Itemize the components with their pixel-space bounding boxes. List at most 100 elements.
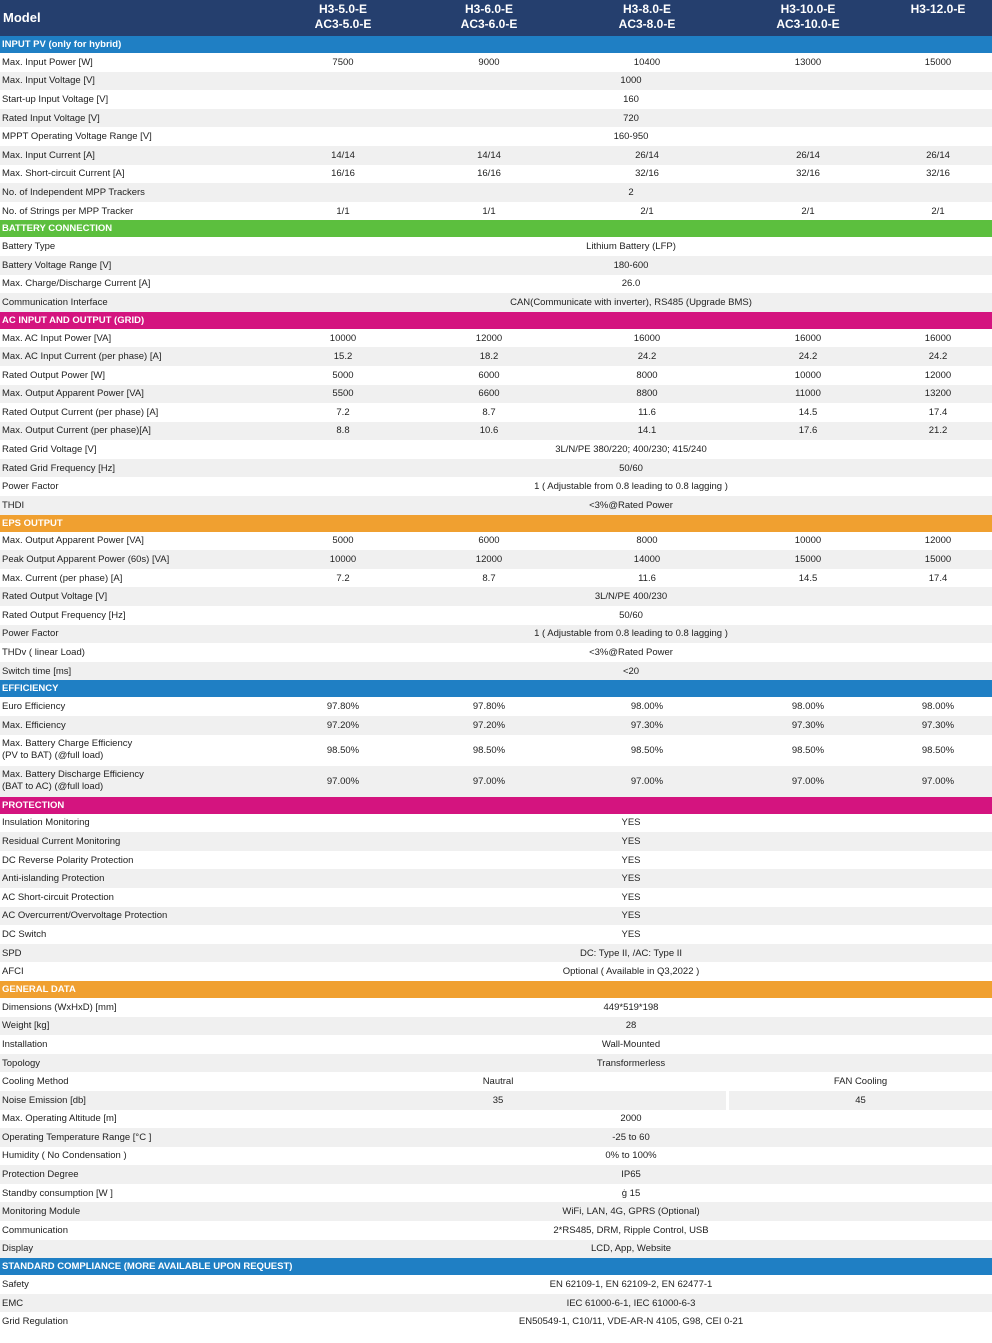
row-value: 16/16 — [477, 168, 501, 180]
row-value: 98.50% — [791, 744, 825, 756]
row-value: 24.2 — [637, 351, 657, 363]
row-value: 8.8 — [336, 425, 350, 437]
row-label: Max. Battery Charge Efficiency (PV to BAT… — [2, 738, 133, 762]
row-label: Max. AC Input Power [VA] — [2, 332, 112, 344]
section-header: INPUT PV (only for hybrid) — [0, 36, 992, 53]
row-label: DC Reverse Polarity Protection — [2, 854, 134, 866]
row-value: 7500 — [332, 56, 354, 68]
table-row: Standby consumption [W ] ġ 15 — [0, 1184, 992, 1203]
model-column-5: H3-12.0-E — [910, 2, 966, 16]
row-value: YES — [621, 835, 641, 847]
table-row: DC Reverse Polarity Protection YES — [0, 851, 992, 870]
row-value: 10400 — [633, 56, 661, 68]
row-label: Rated Output Voltage [V] — [2, 591, 108, 603]
row-value: 45 — [726, 1090, 992, 1110]
row-label: Weight [kg] — [2, 1020, 50, 1032]
row-value: Nautral — [482, 1076, 514, 1088]
table-row: Installation Wall-Mounted — [0, 1035, 992, 1054]
row-label: Noise Emission [db] — [2, 1094, 86, 1106]
row-value: 14.5 — [798, 572, 818, 584]
table-row: Start-up Input Voltage [V] 160 — [0, 90, 992, 109]
row-value: 50/60 — [619, 609, 643, 621]
row-value: 32/16 — [635, 168, 659, 180]
table-row: Noise Emission [db] 35 45 — [0, 1090, 992, 1110]
row-value: 10000 — [794, 369, 822, 381]
row-value: 26/14 — [635, 149, 659, 161]
row-value: 26/14 — [926, 149, 950, 161]
row-label: Safety — [2, 1279, 29, 1291]
table-row: Euro Efficiency 97.80% 97.80% 98.00% 98.00% 9… — [0, 697, 992, 716]
row-value: IP65 — [621, 1169, 641, 1181]
row-value: 1/1 — [336, 205, 350, 217]
row-value: Transformerless — [596, 1057, 666, 1069]
table-row: Max. Input Voltage [V] 1000 — [0, 71, 992, 91]
table-row: Rated Output Current (per phase) [A] 7.2 8… — [0, 403, 992, 422]
row-label: Power Factor — [2, 628, 59, 640]
table-row: Safety EN 62109-1, EN 62109-2, EN 62477-1 — [0, 1275, 992, 1294]
row-value: YES — [621, 817, 641, 829]
row-label: Start-up Input Voltage [V] — [2, 93, 109, 105]
row-label: AFCI — [2, 966, 24, 978]
row-value: 21.2 — [928, 425, 948, 437]
row-label: Max. Current (per phase) [A] — [2, 572, 123, 584]
table-row: No. of Independent MPP Trackers 2 — [0, 183, 992, 202]
row-value: 2/1 — [931, 205, 945, 217]
table-row: Max. AC Input Power [VA] 10000 12000 16000 1… — [0, 329, 992, 348]
row-value: Optional ( Available in Q3,2022 ) — [562, 966, 700, 978]
row-value: 28 — [625, 1020, 637, 1032]
row-label: Rated Output Frequency [Hz] — [2, 609, 126, 621]
row-label: AC Short-circuit Protection — [2, 891, 114, 903]
row-value: 7.2 — [336, 406, 350, 418]
row-value: 97.80% — [326, 701, 360, 713]
row-label: Rated Output Current (per phase) [A] — [2, 406, 159, 418]
row-value: 10.6 — [479, 425, 499, 437]
row-label: Operating Temperature Range [°C ] — [2, 1131, 152, 1143]
table-row: Max. Input Current [A] 14/14 14/14 26/14 26/… — [0, 145, 992, 165]
table-row: Max. Operating Altitude [m] 2000 — [0, 1110, 992, 1129]
table-row: Max. Output Apparent Power [VA] 5000 6000 8… — [0, 532, 992, 551]
table-row: Insulation Monitoring YES — [0, 814, 992, 833]
row-value: LCD, App, Website — [590, 1243, 672, 1255]
row-value: 10000 — [329, 554, 357, 566]
table-header: Model H3-5.0-E AC3-5.0-E H3-6.0-E AC3-6.0-… — [0, 0, 992, 36]
row-value: CAN(Communicate with inverter), RS485 (U… — [510, 296, 752, 308]
model-column-2: H3-6.0-E AC3-6.0-E — [460, 2, 518, 31]
row-value: 10000 — [794, 535, 822, 547]
row-value: 14.1 — [637, 425, 657, 437]
row-label: EMC — [2, 1297, 24, 1309]
table-row: Max. Battery Discharge Efficiency (BAT to… — [0, 765, 992, 797]
row-value: 14000 — [633, 554, 661, 566]
row-value: 2/1 — [801, 205, 815, 217]
table-row: Peak Output Apparent Power (60s) [VA] 100… — [0, 550, 992, 569]
row-value: 10000 — [329, 332, 357, 344]
row-value: 97.30% — [921, 719, 955, 731]
row-value: 14/14 — [331, 149, 355, 161]
row-value: 12000 — [475, 332, 503, 344]
row-value: 13200 — [924, 388, 952, 400]
row-value: 98.50% — [326, 744, 360, 756]
table-row: Display LCD, App, Website — [0, 1239, 992, 1259]
section-header: EFFICIENCY — [0, 680, 992, 698]
row-value: YES — [621, 854, 641, 866]
table-row: Max. AC Input Current (per phase) [A] 15.… — [0, 347, 992, 366]
row-value: 8.7 — [482, 406, 496, 418]
row-label: Display — [2, 1243, 34, 1255]
row-value: 1 ( Adjustable from 0.8 leading to 0.8 l… — [534, 481, 728, 493]
table-row: Operating Temperature Range [°C ] -25 to … — [0, 1128, 992, 1147]
row-label: Installation — [2, 1038, 48, 1050]
row-value: 98.00% — [921, 701, 955, 713]
table-row: Max. Output Current (per phase)[A] 8.8 10.… — [0, 421, 992, 441]
row-label: Rated Grid Voltage [V] — [2, 444, 97, 456]
row-label: Max. Input Current [A] — [2, 149, 95, 161]
row-value: 11.6 — [638, 406, 656, 418]
table-row: Max. Battery Charge Efficiency (PV to BAT… — [0, 735, 992, 766]
row-value: 16000 — [633, 332, 661, 344]
row-value: <20 — [622, 665, 640, 677]
table-row: EMC IEC 61000-6-1, IEC 61000-6-3 — [0, 1293, 992, 1313]
table-row: Monitoring Module WiFi, LAN, 4G, GPRS (Op… — [0, 1202, 992, 1222]
row-label: Peak Output Apparent Power (60s) [VA] — [2, 554, 170, 566]
row-value: 14/14 — [477, 149, 501, 161]
model-header-label: Model — [3, 10, 41, 25]
row-value: 5500 — [332, 388, 354, 400]
